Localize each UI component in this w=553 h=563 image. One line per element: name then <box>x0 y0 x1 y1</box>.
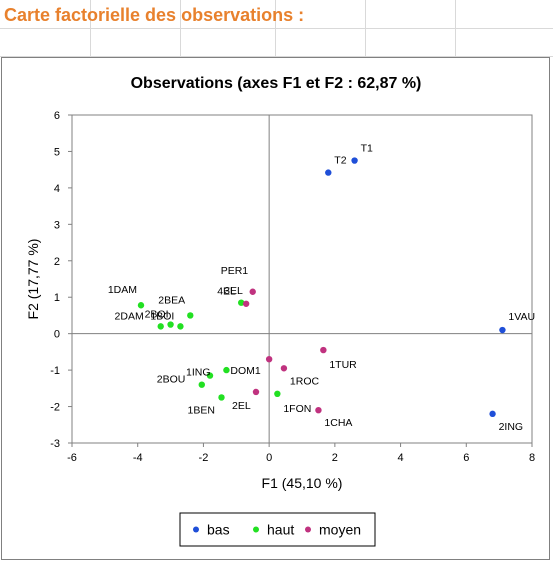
data-point <box>238 299 245 306</box>
point-label: T2 <box>334 155 346 167</box>
legend-box <box>179 512 376 547</box>
point-label: 1VAU <box>508 311 535 323</box>
y-tick-label: 5 <box>54 146 60 158</box>
point-label: 2DAM <box>115 310 144 322</box>
x-tick-label: -6 <box>67 452 77 464</box>
legend-marker <box>305 526 311 533</box>
chart-area[interactable]: Observations (axes F1 et F2 : 62,87 %) -… <box>1 57 550 560</box>
sheet-row-line <box>0 28 553 29</box>
x-axis-label: F1 (45,10 %) <box>262 475 343 491</box>
axes-group: -6 -4 -2 0 2 4 6 8 -3 -2 -1 0 1 2 3 4 5 6 <box>50 110 535 464</box>
x-tick-label: 2 <box>332 452 338 464</box>
data-point <box>489 410 496 418</box>
y-tick-label: -2 <box>50 402 60 414</box>
data-point <box>198 381 205 388</box>
data-point <box>157 323 164 330</box>
data-point <box>223 366 230 374</box>
data-point <box>187 312 194 319</box>
sheet-col-line <box>455 0 456 57</box>
point-label: 1DAM <box>108 284 137 296</box>
data-point <box>265 355 273 363</box>
data-point <box>320 346 327 354</box>
point-label: 1CHA <box>324 417 352 429</box>
data-point <box>315 407 322 414</box>
x-tick-label: 6 <box>463 452 469 464</box>
x-tick-label: -2 <box>199 452 209 464</box>
y-tick-label: 6 <box>54 110 60 122</box>
point-label: 2BOI <box>145 309 169 321</box>
data-point <box>242 300 250 307</box>
data-point <box>206 372 214 379</box>
data-point <box>177 323 184 330</box>
sheet-col-line <box>275 0 276 57</box>
y-tick-label: -1 <box>50 365 60 377</box>
data-point <box>167 321 174 328</box>
legend-marker <box>253 526 259 533</box>
point-label: 2BOU <box>157 374 186 386</box>
legend-item-label: haut <box>267 522 294 538</box>
sheet-title: Carte factorielle des observations : <box>4 5 305 25</box>
point-label: T1 <box>361 143 373 155</box>
data-point <box>274 390 281 397</box>
point-label: 1BEN <box>188 404 215 416</box>
point-label: 1TUR <box>329 359 357 371</box>
data-point <box>325 169 332 176</box>
point-label: 1ROC <box>290 375 320 387</box>
legend-marker <box>193 526 199 533</box>
scatter-chart: Observations (axes F1 et F2 : 62,87 %) -… <box>25 75 535 547</box>
data-point <box>218 394 225 401</box>
y-tick-label: 0 <box>54 329 60 341</box>
data-point <box>351 157 358 164</box>
data-point <box>252 388 260 396</box>
y-axis-label: F2 (17,77 %) <box>25 239 41 320</box>
point-label: 3EL <box>224 285 243 297</box>
legend-item-label: bas <box>207 522 230 538</box>
sheet-col-line <box>180 0 181 57</box>
data-point <box>280 365 288 372</box>
point-label: 1ING <box>186 367 211 379</box>
sheet-row-line <box>0 56 553 57</box>
data-point <box>137 302 145 309</box>
point-label: PER1 <box>221 265 249 277</box>
x-tick-label: 4 <box>398 452 404 464</box>
point-label: 2ING <box>499 421 524 433</box>
point-label: 4EL <box>217 286 236 298</box>
sheet-col-line <box>365 0 366 57</box>
y-tick-label: -3 <box>50 438 60 450</box>
y-tick-label: 3 <box>54 219 60 231</box>
legend-item-label: moyen <box>319 522 361 538</box>
point-label: DOM1 <box>230 365 260 377</box>
legend: bas haut moyen <box>179 512 376 547</box>
data-point <box>249 288 256 295</box>
y-tick-label: 4 <box>54 183 60 195</box>
chart-title: Observations (axes F1 et F2 : 62,87 %) <box>131 75 422 92</box>
y-tick-label: 2 <box>54 256 60 268</box>
point-label: 2BEA <box>158 294 185 306</box>
point-label: 2EL <box>232 400 251 412</box>
y-tick-label: 1 <box>54 292 60 304</box>
data-point <box>499 326 506 334</box>
x-tick-label: 0 <box>266 452 272 464</box>
plot-border <box>71 114 533 444</box>
sheet-col-line <box>90 0 91 57</box>
point-label: 1FON <box>283 403 311 415</box>
x-tick-label: 8 <box>529 452 535 464</box>
x-tick-label: -4 <box>133 452 143 464</box>
point-label: 1BOI <box>150 310 174 322</box>
